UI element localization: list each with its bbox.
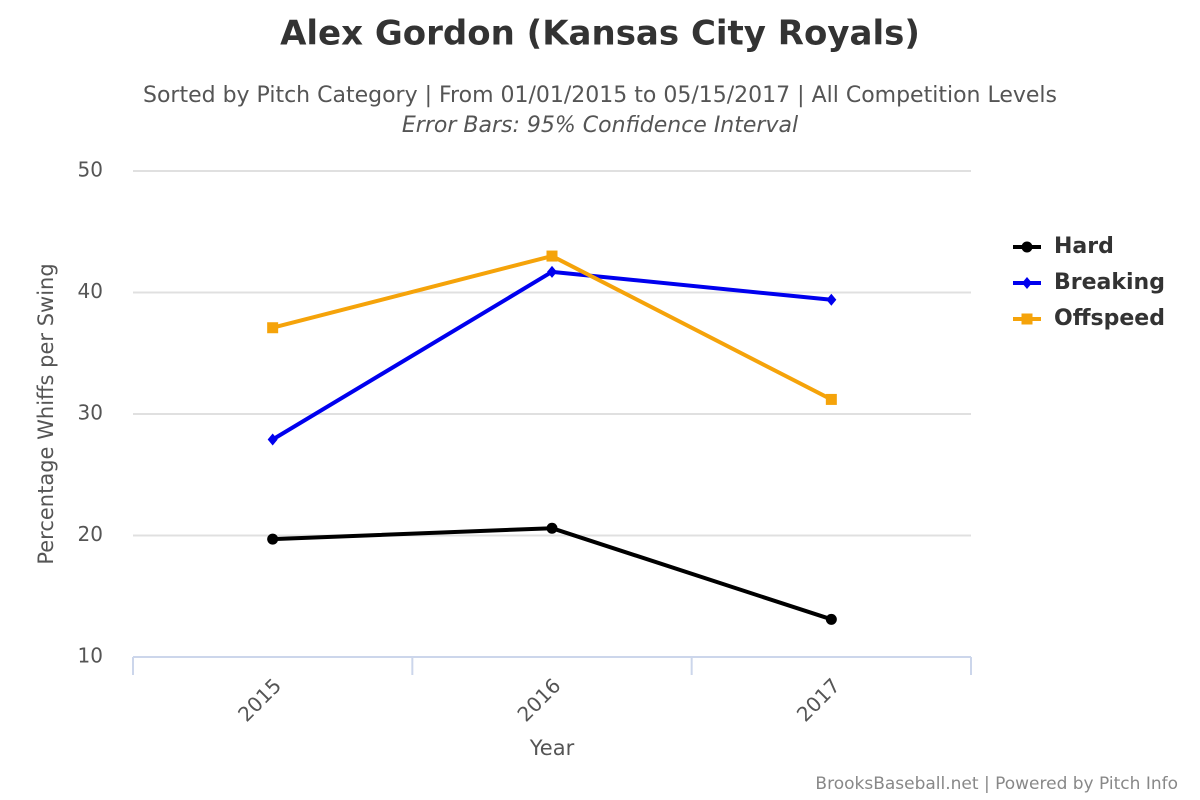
legend-label: Hard [1054, 234, 1114, 259]
legend-marker [1021, 241, 1033, 253]
credits: BrooksBaseball.net | Powered by Pitch In… [815, 774, 1178, 794]
legend-marker [1021, 313, 1033, 325]
y-tick-label: 10 [78, 644, 103, 668]
x-axis-title: Year [529, 736, 575, 760]
data-point [267, 533, 279, 545]
legend-label: Breaking [1054, 270, 1165, 295]
y-tick-label: 50 [78, 158, 103, 182]
y-tick-label: 40 [78, 279, 103, 303]
y-tick-label: 20 [78, 522, 103, 546]
data-point [825, 613, 837, 625]
y-axis-title: Percentage Whiffs per Swing [34, 263, 58, 564]
data-point [267, 322, 279, 334]
data-point [546, 250, 558, 262]
chart-note: Error Bars: 95% Confidence Interval [402, 113, 798, 138]
data-point [826, 293, 837, 306]
data-point [825, 393, 837, 405]
chart-subtitle: Sorted by Pitch Category | From 01/01/20… [143, 83, 1057, 108]
data-point [267, 433, 278, 446]
data-point [546, 522, 558, 534]
chart-title: Alex Gordon (Kansas City Royals) [280, 14, 920, 54]
data-point [547, 265, 557, 278]
legend-marker [1022, 277, 1032, 289]
y-tick-label: 30 [78, 401, 103, 425]
legend-label: Offspeed [1054, 306, 1165, 331]
